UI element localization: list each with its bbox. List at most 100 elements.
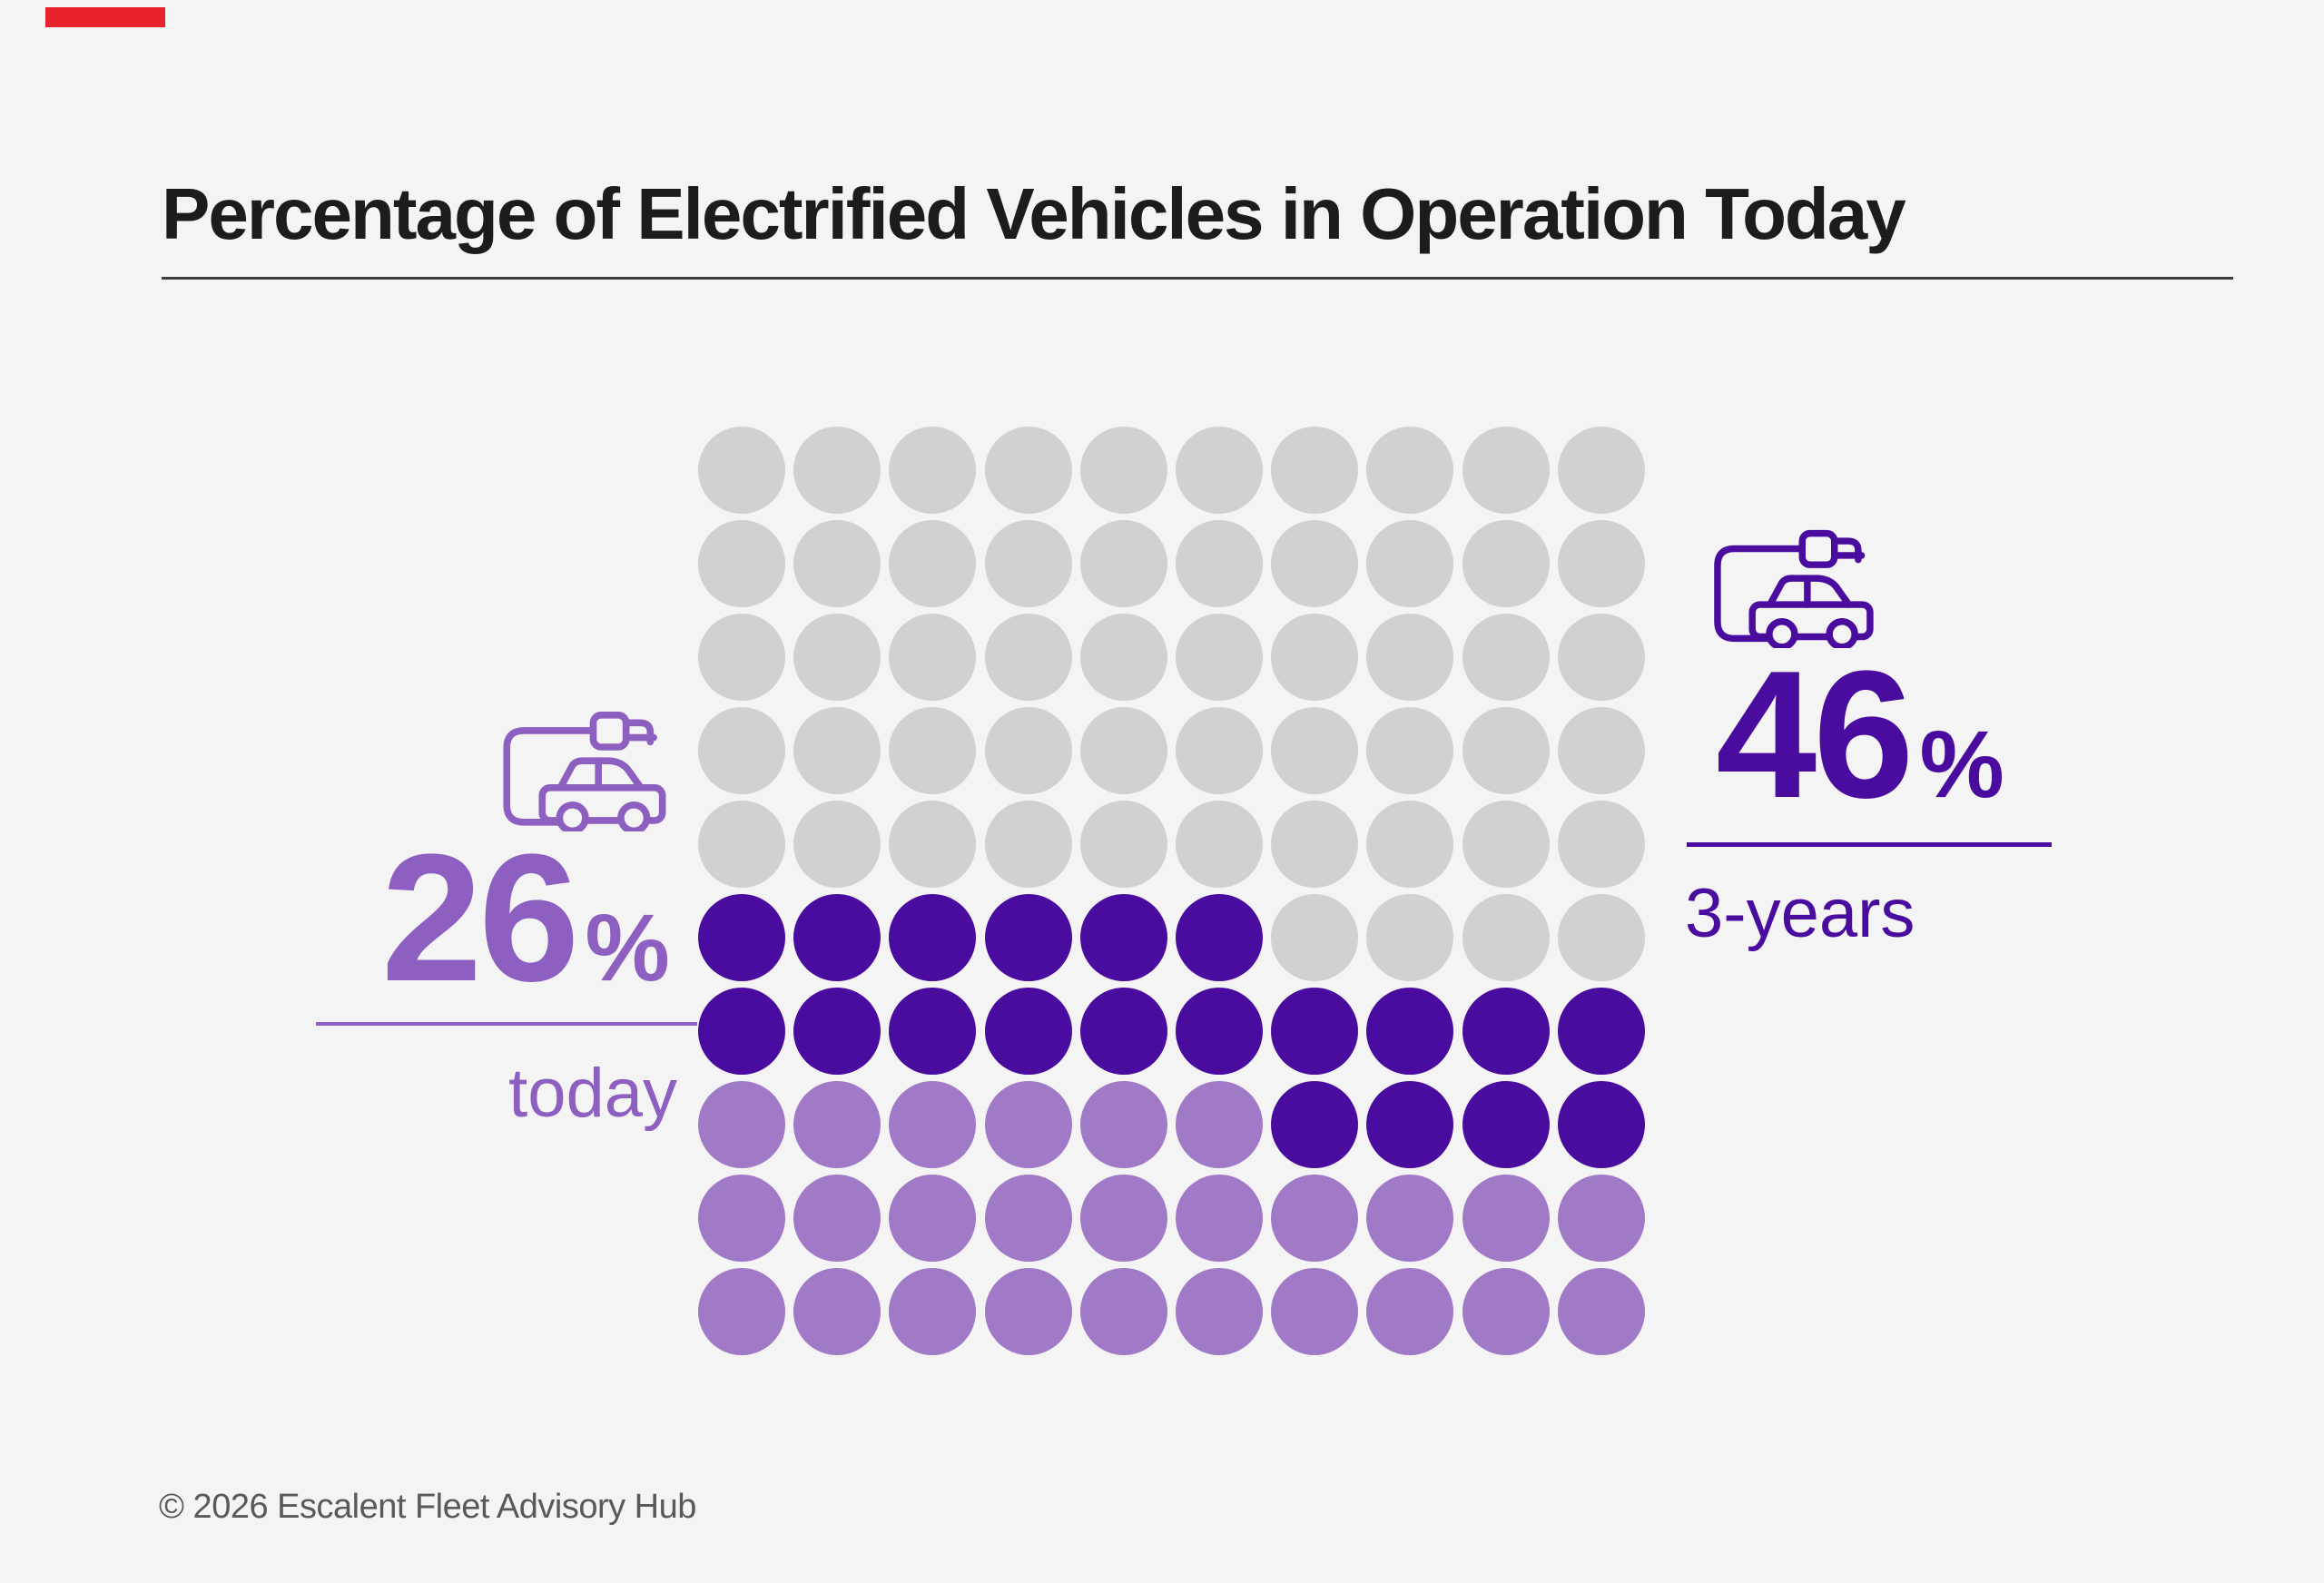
waffle-dot-r7-c1 — [698, 988, 785, 1075]
charging-cable-line — [503, 727, 597, 826]
waffle-dot-r1-c1 — [698, 427, 785, 514]
waffle-dot-r1-c6 — [1175, 427, 1263, 514]
waffle-dot-r1-c7 — [1271, 427, 1359, 514]
ev-car-plug-icon — [1714, 529, 1874, 648]
waffle-dot-r2-c9 — [1462, 520, 1550, 607]
waffle-dot-r8-c6 — [1175, 1081, 1263, 1168]
waffle-dot-r9-c10 — [1557, 1175, 1645, 1262]
waffle-dot-r8-c3 — [889, 1081, 977, 1168]
waffle-dot-r3-c9 — [1462, 614, 1550, 701]
waffle-dot-r5-c3 — [889, 801, 977, 888]
waffle-dot-r3-c8 — [1366, 614, 1454, 701]
waffle-dot-r4-c10 — [1557, 707, 1645, 794]
today-caption: today — [508, 1055, 677, 1132]
three-years-caption: 3-years — [1685, 875, 1915, 952]
waffle-dot-r8-c4 — [984, 1081, 1072, 1168]
waffle-dot-r5-c8 — [1366, 801, 1454, 888]
waffle-dot-r6-c7 — [1271, 894, 1359, 981]
waffle-dot-r9-c5 — [1079, 1175, 1167, 1262]
waffle-dot-r9-c7 — [1271, 1175, 1359, 1262]
waffle-dot-r2-c6 — [1175, 520, 1263, 607]
three-years-percentage: 46 % — [1716, 644, 2004, 826]
waffle-dot-r6-c10 — [1557, 894, 1645, 981]
today-underline-rule — [316, 1022, 697, 1026]
waffle-dot-r8-c7 — [1271, 1081, 1359, 1168]
waffle-dot-r2-c8 — [1366, 520, 1454, 607]
waffle-dot-r9-c6 — [1175, 1175, 1263, 1262]
waffle-dot-r10-c8 — [1366, 1268, 1454, 1355]
waffle-dot-r4-c6 — [1175, 707, 1263, 794]
waffle-dot-r2-c10 — [1557, 520, 1645, 607]
waffle-dot-r8-c2 — [793, 1081, 881, 1168]
waffle-dot-r2-c7 — [1271, 520, 1359, 607]
waffle-dot-r8-c1 — [698, 1081, 785, 1168]
waffle-dot-r3-c2 — [793, 614, 881, 701]
car-wheel-left — [1766, 617, 1798, 648]
car-wheel-right — [1826, 617, 1858, 648]
waffle-dot-r10-c2 — [793, 1268, 881, 1355]
waffle-dot-r7-c6 — [1175, 988, 1263, 1075]
car-roof-line — [1767, 575, 1853, 608]
waffle-dot-r3-c6 — [1175, 614, 1263, 701]
waffle-dot-r5-c10 — [1557, 801, 1645, 888]
waffle-dot-r8-c10 — [1557, 1081, 1645, 1168]
waffle-dot-r5-c9 — [1462, 801, 1550, 888]
plug-prong-top-line — [622, 719, 655, 746]
waffle-dot-r4-c5 — [1079, 707, 1167, 794]
today-percentage-value: 26 — [381, 817, 579, 1019]
today-percentage: 26 % — [381, 828, 670, 1009]
waffle-dot-r10-c7 — [1271, 1268, 1359, 1355]
waffle-dot-r6-c1 — [698, 894, 785, 981]
waffle-dot-r10-c6 — [1175, 1268, 1263, 1355]
waffle-dot-r1-c10 — [1557, 427, 1645, 514]
waffle-dot-r9-c4 — [984, 1175, 1072, 1262]
waffle-dot-r5-c7 — [1271, 801, 1359, 888]
waffle-dot-r7-c8 — [1366, 988, 1454, 1075]
waffle-dot-r3-c4 — [984, 614, 1072, 701]
waffle-dot-r7-c2 — [793, 988, 881, 1075]
waffle-dot-r9-c2 — [793, 1175, 881, 1262]
brand-accent-bar — [45, 7, 165, 27]
waffle-dot-r6-c2 — [793, 894, 881, 981]
waffle-dot-r6-c5 — [1079, 894, 1167, 981]
waffle-dot-r5-c1 — [698, 801, 785, 888]
waffle-dot-r4-c9 — [1462, 707, 1550, 794]
waffle-dot-r5-c4 — [984, 801, 1072, 888]
plug-body-line — [589, 711, 630, 751]
three-years-percentage-value: 46 — [1716, 634, 1914, 836]
car-roof-line — [556, 757, 645, 792]
waffle-dot-r2-c1 — [698, 520, 785, 607]
waffle-dot-r10-c10 — [1557, 1268, 1645, 1355]
waffle-dot-r7-c7 — [1271, 988, 1359, 1075]
waffle-dot-r2-c4 — [984, 520, 1072, 607]
ev-car-plug-icon — [503, 711, 666, 832]
waffle-dot-r6-c3 — [889, 894, 977, 981]
waffle-dot-r2-c3 — [889, 520, 977, 607]
waffle-dot-r4-c1 — [698, 707, 785, 794]
waffle-dot-r6-c9 — [1462, 894, 1550, 981]
copyright-text: © 2026 Escalent Fleet Advisory Hub — [159, 1488, 696, 1526]
waffle-dot-r9-c9 — [1462, 1175, 1550, 1262]
waffle-dot-r4-c4 — [984, 707, 1072, 794]
waffle-dot-r8-c8 — [1366, 1081, 1454, 1168]
today-percent-sign: % — [585, 895, 670, 1001]
title-divider-rule — [162, 277, 2233, 280]
car-wheel-right — [617, 801, 651, 832]
waffle-dot-r4-c3 — [889, 707, 977, 794]
plug-prong-top-line — [1830, 537, 1862, 564]
waffle-dot-r1-c9 — [1462, 427, 1550, 514]
waffle-dot-r1-c8 — [1366, 427, 1454, 514]
waffle-dot-r4-c2 — [793, 707, 881, 794]
waffle-dot-r6-c4 — [984, 894, 1072, 981]
waffle-dot-r2-c5 — [1079, 520, 1167, 607]
waffle-dot-r9-c3 — [889, 1175, 977, 1262]
three-years-percent-sign: % — [1919, 712, 2004, 818]
waffle-dot-r1-c2 — [793, 427, 881, 514]
waffle-dot-r3-c5 — [1079, 614, 1167, 701]
waffle-dot-r2-c2 — [793, 520, 881, 607]
car-wheel-left — [556, 801, 589, 832]
three-years-underline-rule — [1687, 842, 2052, 847]
waffle-dot-r1-c4 — [984, 427, 1072, 514]
waffle-dot-r9-c8 — [1366, 1175, 1454, 1262]
waffle-dot-r3-c3 — [889, 614, 977, 701]
